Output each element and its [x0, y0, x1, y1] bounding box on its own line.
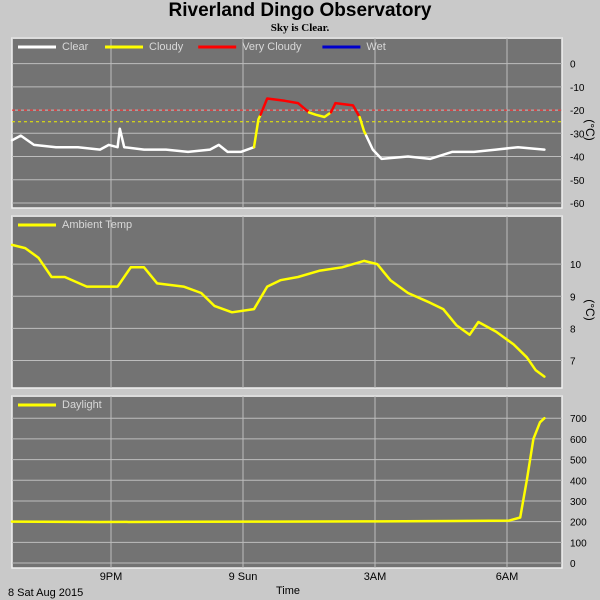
- x-tick-label: 6AM: [496, 571, 519, 583]
- legend-label: Very Cloudy: [242, 41, 302, 53]
- y-tick-label: -30: [570, 129, 585, 140]
- legend-label: Clear: [62, 41, 89, 53]
- series-line: [329, 101, 361, 119]
- y-tick-label: -60: [570, 199, 585, 210]
- x-tick-label: 9PM: [100, 571, 123, 583]
- legend-label: Cloudy: [149, 41, 184, 53]
- y-tick-label: -40: [570, 153, 585, 164]
- y-tick-label: -20: [570, 106, 585, 117]
- x-tick-label: 9 Sun: [229, 571, 258, 583]
- y-tick-label: 300: [570, 497, 587, 508]
- y-axis-label: (°C): [583, 119, 597, 140]
- sky-status-text: Sky is Clear.: [270, 22, 330, 34]
- series-line: [10, 127, 256, 154]
- y-tick-label: 600: [570, 435, 587, 446]
- legend-label: Daylight: [62, 399, 102, 411]
- plot-area-2: [11, 215, 563, 389]
- y-tick-label: 9: [570, 292, 576, 303]
- series-line: [252, 113, 262, 149]
- y-tick-label: 200: [570, 518, 587, 529]
- y-tick-label: 7: [570, 357, 576, 368]
- y-tick-label: -10: [570, 83, 585, 94]
- series-line: [358, 115, 368, 137]
- y-tick-label: 500: [570, 456, 587, 467]
- y-axis-label: (°C): [583, 299, 597, 320]
- date-label: 8 Sat Aug 2015: [8, 587, 83, 599]
- series-line: [259, 97, 311, 116]
- y-tick-label: 0: [570, 559, 576, 570]
- y-tick-label: 400: [570, 476, 587, 487]
- y-tick-label: 8: [570, 324, 576, 335]
- y-tick-label: 10: [570, 260, 582, 271]
- legend-label: Wet: [366, 41, 385, 53]
- x-tick-label: 3AM: [364, 571, 387, 583]
- y-tick-label: 100: [570, 538, 587, 549]
- series-line: [307, 111, 333, 119]
- series-line: [10, 243, 546, 378]
- y-tick-label: 0: [570, 60, 576, 71]
- series-line: [364, 134, 546, 161]
- x-axis-label: Time: [276, 585, 300, 597]
- y-tick-label: 700: [570, 414, 587, 425]
- legend-label: Ambient Temp: [62, 219, 132, 231]
- page-title: Riverland Dingo Observatory: [168, 0, 432, 21]
- series-line: [10, 416, 546, 524]
- y-tick-label: -50: [570, 176, 585, 187]
